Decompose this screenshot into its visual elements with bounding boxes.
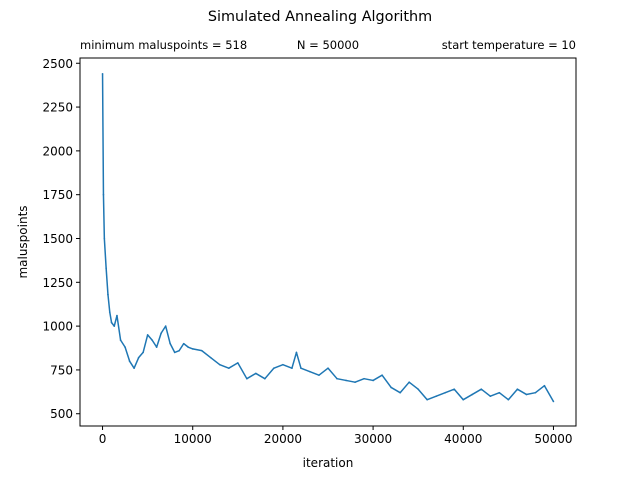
data-point <box>435 395 438 398</box>
subtitle-start-temperature: start temperature = 10 <box>442 38 576 52</box>
data-point <box>182 342 185 345</box>
data-point <box>103 237 106 240</box>
data-point <box>516 388 519 391</box>
data-point <box>417 388 419 391</box>
data-point <box>164 325 167 327</box>
chart-title: Simulated Annealing Algorithm <box>208 9 432 25</box>
data-point <box>108 311 111 313</box>
data-point <box>372 379 374 382</box>
data-point <box>336 377 338 380</box>
data-point <box>354 381 356 383</box>
data-point <box>133 367 135 369</box>
data-point <box>273 367 275 369</box>
data-point <box>399 391 401 394</box>
x-tick-label: 40000 <box>444 432 482 446</box>
data-point <box>116 314 118 317</box>
data-point <box>218 363 221 366</box>
x-tick-label: 20000 <box>264 432 302 446</box>
data-point <box>444 391 447 394</box>
data-point <box>345 379 347 382</box>
data-point <box>318 374 320 376</box>
data-point <box>462 398 465 401</box>
data-point <box>489 395 492 398</box>
data-point <box>543 384 546 387</box>
y-tick-label: 2500 <box>42 57 73 71</box>
data-point <box>534 391 537 394</box>
data-point <box>453 388 456 391</box>
data-point <box>381 374 383 376</box>
data-point <box>246 377 248 380</box>
data-point <box>480 388 483 391</box>
data-point <box>237 362 239 364</box>
data-point <box>426 398 429 401</box>
data-point <box>264 377 266 380</box>
y-tick-label: 2250 <box>42 101 73 115</box>
data-point <box>142 351 144 354</box>
data-point <box>107 293 109 296</box>
x-tick-label: 50000 <box>534 432 572 446</box>
data-point <box>228 367 230 369</box>
data-point <box>300 367 302 369</box>
data-point <box>408 381 410 383</box>
data-point <box>146 334 149 336</box>
data-point <box>173 351 176 354</box>
data-point <box>155 346 158 348</box>
x-tick-label: 30000 <box>354 432 392 446</box>
y-tick-label: 2000 <box>42 144 73 158</box>
data-point <box>137 356 140 359</box>
data-point <box>102 193 105 196</box>
x-tick-label: 0 <box>99 432 107 446</box>
data-point <box>309 370 311 373</box>
y-tick-label: 500 <box>50 407 73 421</box>
data-point <box>282 363 284 366</box>
data-point <box>169 342 171 345</box>
data-point <box>390 386 392 389</box>
data-point <box>363 377 365 380</box>
data-point <box>151 339 153 341</box>
data-point <box>327 367 329 369</box>
subtitle-minimum-maluspoints: minimum maluspoints = 518 <box>80 38 247 52</box>
data-point <box>295 351 298 354</box>
data-point <box>471 393 474 396</box>
data-point <box>525 393 528 396</box>
y-axis-label: maluspoints <box>16 205 30 278</box>
data-point <box>110 321 113 324</box>
data-point <box>187 346 190 348</box>
y-tick-label: 1750 <box>42 188 73 202</box>
data-point <box>507 398 510 401</box>
series-layer <box>101 72 555 403</box>
data-point <box>191 348 194 350</box>
subtitle-n: N = 50000 <box>297 38 359 52</box>
data-point <box>119 339 122 341</box>
y-tick-label: 750 <box>50 363 73 377</box>
y-tick-label: 1000 <box>42 320 73 334</box>
series-line <box>101 73 555 402</box>
data-point <box>498 391 501 394</box>
data-point <box>128 360 131 362</box>
data-point <box>291 367 293 369</box>
data-point <box>160 332 162 334</box>
data-point <box>178 349 180 352</box>
x-tick-label: 10000 <box>174 432 212 446</box>
data-point <box>124 346 126 348</box>
y-tick-label: 1250 <box>42 276 73 290</box>
data-point <box>552 400 555 403</box>
plot-frame <box>79 57 577 427</box>
data-point <box>255 372 257 375</box>
data-point <box>105 267 107 270</box>
data-point <box>200 349 203 352</box>
axis-ticks: 0 10000 20000 30000 40000 50000 500 750 1000 1250… <box>42 57 572 446</box>
x-axis-label: iteration <box>303 456 354 470</box>
y-tick-label: 1500 <box>42 232 73 246</box>
data-point <box>101 72 104 75</box>
data-point <box>209 356 212 359</box>
data-point <box>113 325 116 327</box>
